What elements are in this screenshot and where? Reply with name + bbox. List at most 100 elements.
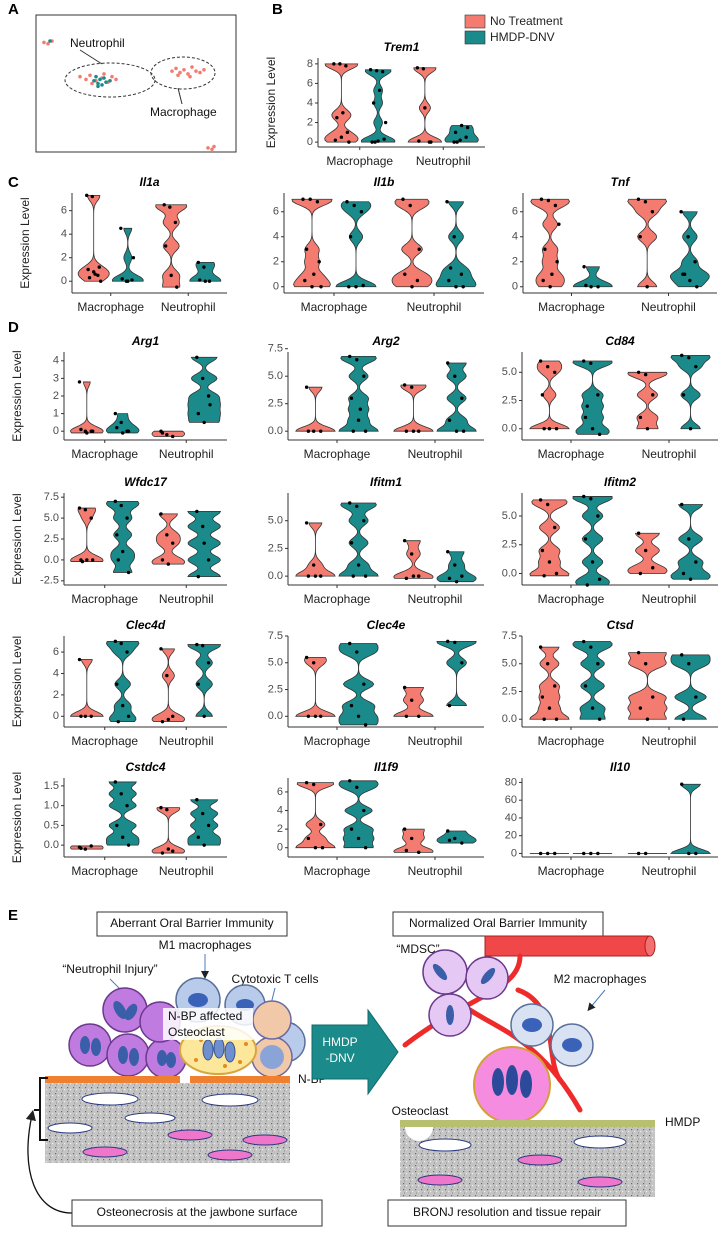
y-tick-label: 1 (53, 408, 59, 420)
point (453, 374, 457, 378)
violin (393, 686, 434, 717)
x-tick-label: Macrophage (71, 447, 138, 461)
point (195, 509, 199, 514)
violin (444, 125, 479, 143)
point (597, 717, 602, 721)
diagram: Aberrant Oral Barrier Immunity M1 macrop… (25, 911, 700, 1227)
point (96, 84, 100, 89)
point (636, 197, 641, 201)
point (589, 361, 593, 365)
violin (627, 371, 668, 430)
chart-title: Clec4e (367, 618, 406, 632)
point (89, 714, 93, 718)
point (313, 714, 318, 718)
y-tick-label: 5.0 (502, 366, 517, 378)
point (590, 706, 595, 710)
x-tick-label: Macrophage (301, 300, 368, 314)
y-tick-label: 0.0 (502, 567, 517, 579)
point (166, 847, 171, 851)
point (77, 657, 82, 662)
point (545, 851, 550, 856)
point (590, 427, 595, 431)
y-tick-label: 7.5 (502, 630, 517, 642)
y-tick-label: 0 (53, 425, 59, 437)
y-tick-label: 0.0 (502, 423, 517, 435)
x-tick-label: Neutrophil (416, 154, 471, 168)
point (358, 407, 363, 411)
x-tick-label: Macrophage (71, 734, 138, 748)
point (582, 494, 586, 499)
point (160, 851, 165, 855)
point (196, 835, 201, 839)
point (348, 641, 352, 646)
y-tick-label: 4 (53, 667, 59, 679)
x-tick-label: Neutrophil (159, 864, 214, 878)
chart-title: Arg1 (131, 334, 160, 348)
x-tick-label: Neutrophil (408, 447, 463, 461)
point (371, 101, 376, 105)
point (303, 278, 307, 283)
x-tick-label: Macrophage (304, 734, 371, 748)
point (455, 140, 459, 144)
point (643, 851, 648, 856)
violin (295, 657, 336, 717)
point (547, 427, 552, 431)
point (130, 278, 134, 282)
chart-title: Cd84 (605, 334, 635, 348)
point (98, 77, 102, 82)
point (446, 361, 450, 365)
panel-label: C (8, 174, 19, 191)
point (423, 106, 427, 110)
point (370, 140, 374, 144)
panel-a-frame (35, 14, 237, 153)
violin (670, 654, 711, 720)
lacunae (418, 1135, 627, 1152)
violin (393, 384, 434, 432)
label: HMDP (665, 1115, 700, 1129)
point (687, 355, 691, 360)
point (115, 533, 119, 537)
point (306, 574, 311, 578)
point (454, 429, 459, 433)
point (338, 62, 342, 66)
point (207, 279, 212, 283)
y-tick-label: 2.5 (268, 398, 283, 410)
violin (77, 194, 110, 282)
point (373, 140, 377, 144)
violin (436, 640, 477, 706)
point (304, 655, 309, 660)
annotation: Macrophage (150, 105, 217, 119)
point (311, 563, 316, 567)
y-tick-label: 0.0 (268, 570, 283, 582)
point (681, 717, 686, 721)
violin (572, 496, 613, 586)
chart-title: Il1f9 (374, 760, 398, 774)
t-cell (252, 1000, 292, 1040)
point (348, 779, 352, 783)
y-tick-label: 0 (53, 710, 59, 722)
point (125, 803, 129, 808)
point (170, 69, 174, 73)
point (402, 685, 407, 690)
point (409, 385, 414, 389)
point (362, 682, 366, 686)
point (313, 574, 318, 578)
point (459, 123, 464, 128)
x-tick-label: Neutrophil (408, 734, 463, 748)
y-tick-label: 4 (512, 231, 518, 243)
point (645, 427, 650, 431)
chart-title: Ctsd (607, 618, 634, 632)
point (110, 74, 114, 79)
panel-label: E (8, 907, 18, 924)
x-tick-label: Neutrophil (408, 592, 463, 606)
point (458, 138, 462, 142)
point (349, 396, 354, 400)
point (596, 851, 600, 856)
y-tick-label: 0 (273, 281, 279, 293)
point (312, 272, 316, 276)
chart-title: Ifitm2 (604, 475, 636, 489)
leader-line (177, 87, 183, 105)
nbp-layer (190, 1076, 290, 1083)
point (453, 836, 457, 841)
point (206, 558, 211, 562)
